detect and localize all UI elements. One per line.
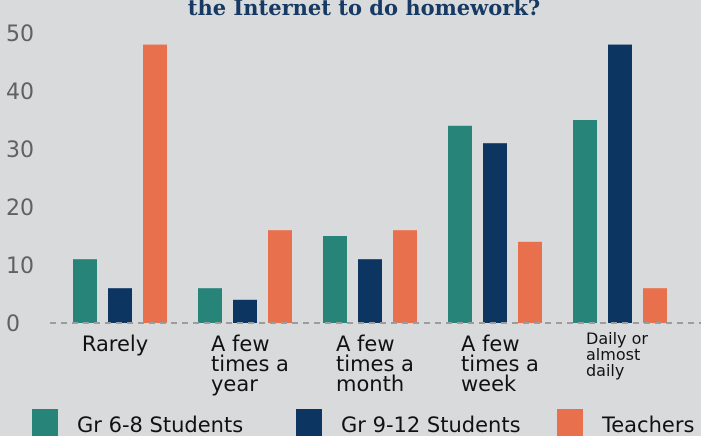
legend-item: Gr 6-8 Students — [32, 409, 243, 436]
x-tick-label: A few times a year — [211, 332, 289, 396]
chart-title: the Internet to do homework? — [188, 0, 540, 20]
bar — [73, 259, 97, 323]
bar — [518, 241, 542, 323]
x-tick-label: Daily or almost daily — [586, 329, 648, 380]
y-tick-label: 50 — [6, 22, 34, 47]
legend-label: Teachers — [601, 413, 694, 436]
bar — [233, 299, 257, 323]
bar — [108, 288, 132, 323]
y-tick-label: 0 — [6, 312, 20, 337]
bars — [73, 44, 667, 323]
y-tick-label: 20 — [6, 196, 34, 221]
x-axis-category-labels: Rarely A few times a year A few times a month A… — [82, 329, 649, 396]
bar — [268, 230, 292, 323]
bar — [608, 44, 632, 323]
legend: Gr 6-8 Students Gr 9-12 Students Teachers — [32, 409, 694, 436]
bar — [358, 259, 382, 323]
bar — [643, 288, 667, 323]
bar — [393, 230, 417, 323]
legend-swatch — [32, 409, 58, 436]
y-tick-label: 10 — [6, 254, 34, 279]
legend-label: Gr 6-8 Students — [77, 413, 243, 436]
bar — [198, 288, 222, 323]
legend-swatch — [557, 409, 583, 436]
legend-swatch — [296, 409, 322, 436]
x-tick-label: A few times a month — [336, 332, 414, 396]
bar — [573, 120, 597, 323]
x-tick-label: A few times a week — [461, 332, 539, 396]
y-tick-label: 30 — [6, 138, 34, 163]
bar — [143, 44, 167, 323]
y-tick-label: 40 — [6, 80, 34, 105]
bar — [323, 236, 347, 323]
bar — [448, 125, 472, 323]
legend-label: Gr 9-12 Students — [341, 413, 521, 436]
legend-item: Teachers — [557, 409, 694, 436]
bar — [483, 143, 507, 323]
x-tick-label: Rarely — [82, 332, 148, 356]
legend-item: Gr 9-12 Students — [296, 409, 521, 436]
y-axis-ticks: 0 10 20 30 40 50 — [6, 22, 34, 337]
